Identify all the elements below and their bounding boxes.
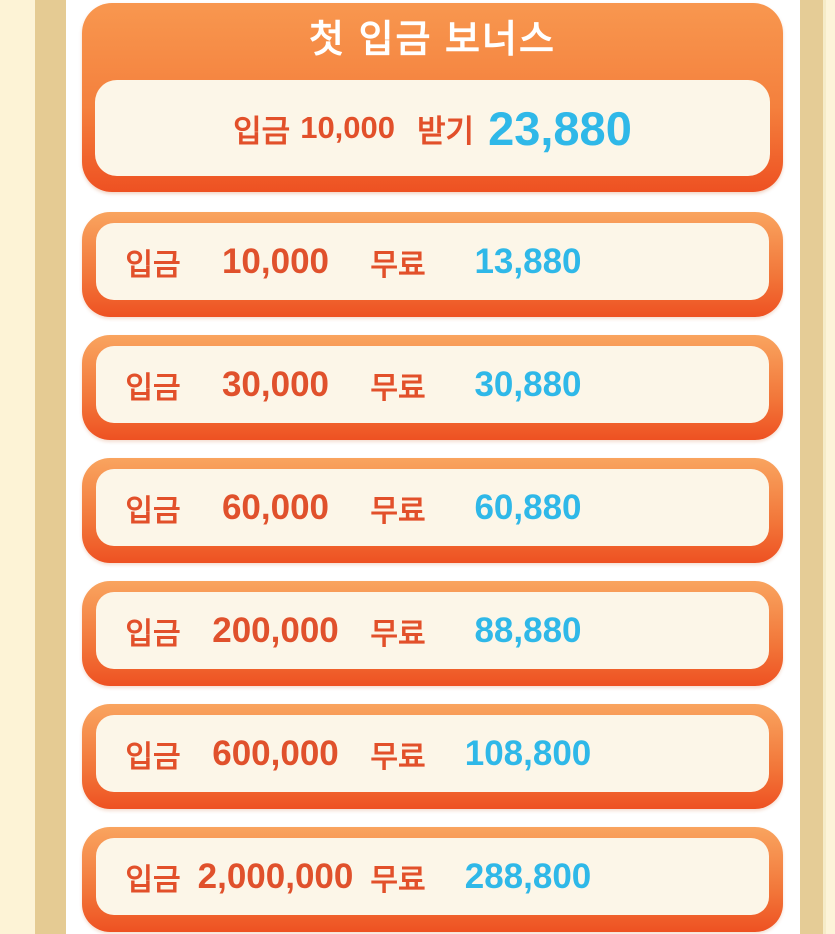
bonus-tier-row[interactable]: 입금 600,000 무료 108,800 [82,704,783,809]
bonus-tier-row[interactable]: 입금 2,000,000 무료 288,800 [82,827,783,932]
panel-title: 첫 입금 보너스 [309,19,556,61]
bonus-tier-list: 입금 10,000 무료 13,880 입금 30,000 무료 30,880 [82,212,783,932]
deposit-label: 입금 [125,248,181,282]
deposit-amount: 60,000 [221,487,330,527]
bonus-tier-row-inner: 입금 30,000 무료 30,880 [96,346,769,423]
deposit-label: 입금 [125,371,181,405]
free-label: 무료 [370,863,426,897]
bonus-tier-row-inner: 입금 60,000 무료 60,880 [96,469,769,546]
bonus-amount: 13,880 [474,241,582,281]
deposit-amount: 30,000 [221,364,330,404]
first-deposit-header-card: 첫 입금 보너스 입금 10,000 받기 23,880 [82,3,783,192]
bonus-panel: 첫 입금 보너스 입금 10,000 받기 23,880 입금 10,000 무… [82,3,783,934]
bonus-tier-row[interactable]: 입금 200,000 무료 88,880 [82,581,783,686]
right-frame-tan [800,0,826,934]
bonus-amount: 108,800 [464,733,592,773]
bonus-amount: 88,880 [474,610,582,650]
deposit-label: 입금 [125,740,181,774]
left-frame-cream [0,0,35,934]
bonus-tier-row[interactable]: 입금 10,000 무료 13,880 [82,212,783,317]
right-frame-cream [826,0,835,934]
deposit-label: 입금 [125,494,181,528]
free-label: 무료 [370,740,426,774]
deposit-label: 입금 [125,617,181,651]
featured-offer-button[interactable]: 입금 10,000 받기 23,880 [95,80,770,176]
bonus-amount: 30,880 [474,364,582,404]
bonus-tier-row-inner: 입금 10,000 무료 13,880 [96,223,769,300]
free-label: 무료 [370,617,426,651]
free-label: 무료 [370,494,426,528]
bonus-amount: 60,880 [474,487,582,527]
bonus-tier-row[interactable]: 입금 30,000 무료 30,880 [82,335,783,440]
deposit-amount: 2,000,000 [197,856,354,896]
deposit-amount: 600,000 [212,733,339,773]
featured-deposit-amount: 10,000 [300,110,396,145]
free-label: 무료 [370,371,426,405]
deposit-amount: 10,000 [221,241,330,281]
bonus-tier-row-inner: 입금 600,000 무료 108,800 [96,715,769,792]
bonus-tier-row[interactable]: 입금 60,000 무료 60,880 [82,458,783,563]
featured-bonus-amount: 23,880 [488,101,632,155]
bonus-amount: 288,800 [464,856,592,896]
bonus-tier-row-inner: 입금 200,000 무료 88,880 [96,592,769,669]
bonus-tier-row-inner: 입금 2,000,000 무료 288,800 [96,838,769,915]
free-label: 무료 [370,248,426,282]
left-frame-tan [35,0,66,934]
featured-deposit-label: 입금 [233,113,291,149]
deposit-label: 입금 [125,863,181,897]
featured-claim-label: 받기 [417,113,475,149]
deposit-amount: 200,000 [212,610,339,650]
